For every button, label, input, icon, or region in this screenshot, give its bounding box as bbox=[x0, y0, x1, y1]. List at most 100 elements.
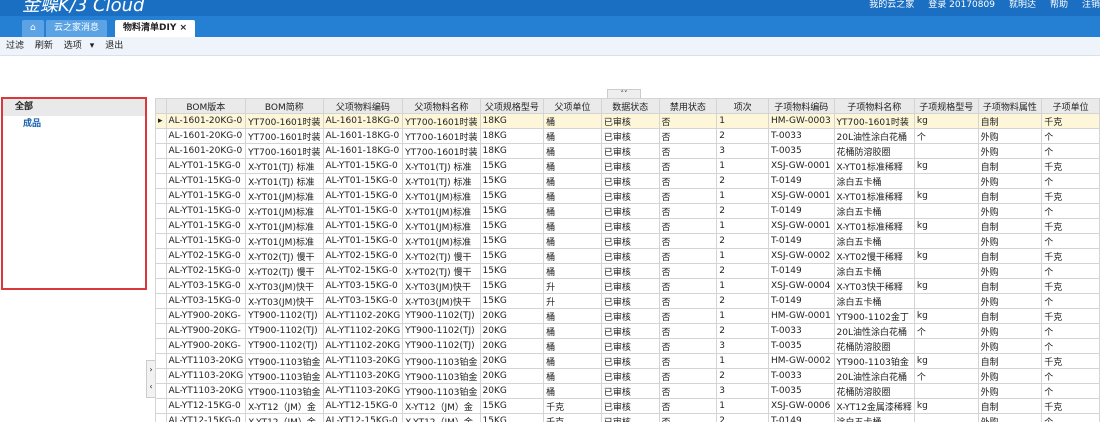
grid-cell: YT700-1601时装 bbox=[402, 113, 481, 129]
grid-row[interactable]: AL-1601-20KG-0 YT700-1601时装 AL-1601-18KG-0… bbox=[155, 143, 1100, 159]
grid-cell: 否 bbox=[658, 203, 718, 219]
close-icon[interactable]: × bbox=[179, 23, 188, 33]
grid-row[interactable]: AL-YT01-15KG-0 X-YT01(JM)标准 AL-YT01-15KG-0… bbox=[155, 233, 1100, 249]
grid-cell: 已审核 bbox=[600, 308, 660, 324]
grid-row[interactable]: AL-YT1103-20KG YT900-1103铂金 AL-YT1103-20KG… bbox=[155, 368, 1100, 384]
grid-cell: T-0149 bbox=[767, 293, 835, 309]
header-link[interactable]: 登录 20170809 bbox=[928, 0, 995, 10]
toolbar-button[interactable]: 选项 bbox=[63, 41, 82, 51]
grid-cell: X-YT01(TJ) 标准 bbox=[245, 173, 324, 189]
column-header[interactable]: BOM简称 bbox=[245, 98, 324, 114]
grid-row[interactable]: AL-YT02-15KG-0 X-YT02(TJ) 慢干 AL-YT02-15KG-… bbox=[155, 263, 1100, 279]
grid-cell: 1 bbox=[716, 188, 769, 204]
grid-cell: AL-YT12-15KG-0 bbox=[322, 398, 404, 414]
grid-cell: T-0149 bbox=[767, 233, 835, 249]
grid-cell: X-YT03(JM)快干 bbox=[402, 293, 481, 309]
toolbar-button[interactable]: 退出 bbox=[105, 41, 124, 51]
grid-cell: kg bbox=[913, 218, 979, 234]
active-tab[interactable]: 物料清单DIY × bbox=[115, 20, 196, 37]
grid-cell: XSJ-GW-0002 bbox=[767, 248, 835, 264]
grid-cell: 桶 bbox=[543, 383, 602, 399]
grid-row[interactable]: AL-YT03-15KG-0 X-YT03(JM)快干 AL-YT03-15KG-0… bbox=[155, 278, 1100, 294]
header-link[interactable]: 我的云之家 bbox=[869, 0, 915, 10]
grid-cell: HM-GW-0001 bbox=[767, 308, 835, 324]
grid-cell: 否 bbox=[658, 188, 718, 204]
header-link[interactable]: 帮助 bbox=[1049, 0, 1068, 10]
grid-cell: 20L油性涂白花桶 bbox=[833, 368, 915, 384]
grid-cell: X-YT01标准稀释 bbox=[833, 188, 915, 204]
row-indicator bbox=[155, 323, 167, 339]
grid-cell: 桶 bbox=[543, 143, 602, 159]
grid-cell: 15KG bbox=[479, 158, 545, 174]
grid-row[interactable]: AL-YT900-20KG- YT900-1102(TJ) AL-YT1102-20… bbox=[155, 323, 1100, 339]
column-header[interactable]: 禁用状态 bbox=[658, 98, 718, 114]
grid-cell: 2 bbox=[716, 203, 769, 219]
column-header[interactable]: 父项规格型号 bbox=[479, 98, 545, 114]
column-header[interactable]: 项次 bbox=[716, 98, 769, 114]
column-header[interactable]: 子项物料名称 bbox=[833, 98, 915, 114]
grid-cell: YT900-1102(TJ) bbox=[402, 338, 481, 354]
grid-row[interactable]: AL-1601-20KG-0 YT700-1601时装 AL-1601-18KG-0… bbox=[155, 128, 1100, 144]
grid-cell: 个 bbox=[1041, 413, 1100, 422]
column-header[interactable]: 子项物料编码 bbox=[767, 98, 835, 114]
grid-cell: AL-1601-18KG-0 bbox=[322, 128, 404, 144]
tree-node[interactable]: 成品 bbox=[3, 116, 145, 133]
grid-cell: 1 bbox=[716, 398, 769, 414]
grid-row[interactable]: AL-YT02-15KG-0 X-YT02(TJ) 慢干 AL-YT02-15KG-… bbox=[155, 248, 1100, 264]
column-header[interactable]: BOM版本 bbox=[165, 98, 247, 114]
row-indicator bbox=[155, 308, 167, 324]
grid-cell: AL-1601-18KG-0 bbox=[322, 113, 404, 129]
grid-row[interactable]: AL-YT01-15KG-0 X-YT01(JM)标准 AL-YT01-15KG-0… bbox=[155, 188, 1100, 204]
grid-row[interactable]: AL-YT900-20KG- YT900-1102(TJ) AL-YT1102-20… bbox=[155, 308, 1100, 324]
row-indicator bbox=[155, 353, 167, 369]
tree-root[interactable]: 全部 bbox=[3, 99, 145, 116]
grid-row[interactable]: AL-YT900-20KG- YT900-1102(TJ) AL-YT1102-20… bbox=[155, 338, 1100, 354]
grid-row[interactable]: AL-YT1103-20KG YT900-1103铂金 AL-YT1103-20KG… bbox=[155, 383, 1100, 399]
dropdown-arrow[interactable]: ▾ bbox=[89, 41, 95, 51]
toolbar-button[interactable]: 过滤 bbox=[6, 41, 25, 51]
row-indicator bbox=[155, 218, 167, 234]
grid-cell: 个 bbox=[1041, 368, 1100, 384]
toolbar-button[interactable]: 刷新 bbox=[34, 41, 53, 51]
column-header[interactable]: 父项单位 bbox=[543, 98, 602, 114]
tab[interactable]: 云之家消息 bbox=[46, 20, 108, 37]
grid-row[interactable]: AL-YT03-15KG-0 X-YT03(JM)快干 AL-YT03-15KG-0… bbox=[155, 293, 1100, 309]
tree-label: 全部 bbox=[15, 102, 34, 112]
grid-row[interactable]: AL-YT01-15KG-0 X-YT01(TJ) 标准 AL-YT01-15KG-… bbox=[155, 173, 1100, 189]
grid-cell: 1 bbox=[716, 158, 769, 174]
column-header[interactable]: 子项物料属性 bbox=[977, 98, 1043, 114]
column-header[interactable]: 数据状态 bbox=[600, 98, 660, 114]
grid-cell: T-0149 bbox=[767, 413, 835, 422]
grid-cell: YT700-1601时装 bbox=[402, 128, 481, 144]
grid-row[interactable]: AL-YT1103-20KG YT900-1103铂金 AL-YT1103-20KG… bbox=[155, 353, 1100, 369]
column-header[interactable]: 父项物料名称 bbox=[402, 98, 481, 114]
header-link[interactable]: 就明达 bbox=[1008, 0, 1036, 10]
header-link[interactable]: 注销 bbox=[1081, 0, 1100, 10]
grid-cell: AL-YT1102-20KG bbox=[322, 338, 404, 354]
grid-cell: X-YT02(TJ) 慢干 bbox=[402, 263, 481, 279]
column-header[interactable]: 子项规格型号 bbox=[913, 98, 979, 114]
column-header[interactable]: 父项物料编码 bbox=[322, 98, 404, 114]
column-header[interactable]: 子项单位 bbox=[1041, 98, 1100, 114]
grid-row[interactable]: AL-YT01-15KG-0 X-YT01(TJ) 标准 AL-YT01-15KG-… bbox=[155, 158, 1100, 174]
grid-cell: X-YT12（JM）金 bbox=[245, 398, 324, 414]
grid-cell: 外购 bbox=[977, 293, 1043, 309]
grid-cell: AL-YT1102-20KG bbox=[322, 308, 404, 324]
grid-cell: AL-YT900-20KG- bbox=[165, 338, 247, 354]
grid-row[interactable]: AL-YT01-15KG-0 X-YT01(JM)标准 AL-YT01-15KG-0… bbox=[155, 218, 1100, 234]
grid-cell: 外购 bbox=[977, 323, 1043, 339]
home-tab[interactable]: ⌂ bbox=[22, 20, 44, 37]
grid-cell: 桶 bbox=[543, 158, 602, 174]
grid-row[interactable]: ▸ AL-1601-20KG-0 YT700-1601时装 AL-1601-18KG-… bbox=[155, 113, 1100, 129]
grid-cell: 15KG bbox=[479, 278, 545, 294]
grid-cell: kg bbox=[913, 398, 979, 414]
grid-cell: 20L油性涂白花桶 bbox=[833, 323, 915, 339]
grid-cell: AL-YT01-15KG-0 bbox=[322, 158, 404, 174]
grid-cell: X-YT03快干稀释 bbox=[833, 278, 915, 294]
grid-cell: 否 bbox=[658, 338, 718, 354]
tab-bar: ⌂ 云之家消息 物料清单DIY × bbox=[0, 16, 1100, 37]
grid-row[interactable]: AL-YT12-15KG-0X-YT12（JM）金AL-YT12-15KG-0X… bbox=[155, 413, 1100, 422]
grid-row[interactable]: AL-YT01-15KG-0 X-YT01(JM)标准 AL-YT01-15KG-0… bbox=[155, 203, 1100, 219]
